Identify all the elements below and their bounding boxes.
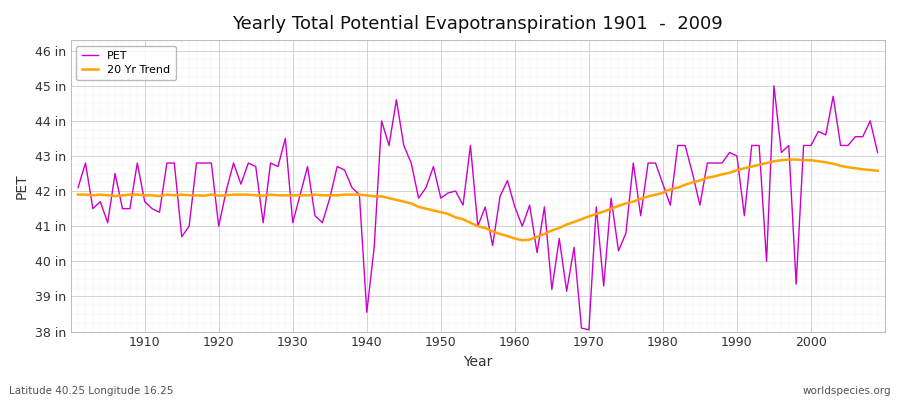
- PET: [132, 161, 143, 166]
- PET: [769, 83, 779, 88]
- 20 Yr Trend: [606, 206, 616, 211]
- PET: [339, 168, 350, 172]
- PET: [583, 328, 594, 332]
- 20 Yr Trend: [509, 236, 520, 241]
- 20 Yr Trend: [517, 238, 527, 243]
- PET: [295, 192, 306, 197]
- 20 Yr Trend: [783, 157, 794, 162]
- Line: PET: PET: [78, 86, 878, 330]
- 20 Yr Trend: [872, 168, 883, 173]
- Title: Yearly Total Potential Evapotranspiration 1901  -  2009: Yearly Total Potential Evapotranspiratio…: [232, 15, 724, 33]
- PET: [606, 196, 616, 200]
- 20 Yr Trend: [339, 192, 350, 197]
- Text: worldspecies.org: worldspecies.org: [803, 386, 891, 396]
- 20 Yr Trend: [132, 192, 143, 197]
- PET: [872, 150, 883, 155]
- 20 Yr Trend: [502, 234, 513, 238]
- PET: [509, 204, 520, 209]
- Line: 20 Yr Trend: 20 Yr Trend: [78, 160, 878, 240]
- Legend: PET, 20 Yr Trend: PET, 20 Yr Trend: [76, 46, 176, 80]
- Text: Latitude 40.25 Longitude 16.25: Latitude 40.25 Longitude 16.25: [9, 386, 174, 396]
- PET: [73, 185, 84, 190]
- 20 Yr Trend: [73, 192, 84, 197]
- PET: [502, 178, 513, 183]
- 20 Yr Trend: [295, 193, 306, 198]
- Y-axis label: PET: PET: [15, 173, 29, 199]
- X-axis label: Year: Year: [464, 355, 492, 369]
